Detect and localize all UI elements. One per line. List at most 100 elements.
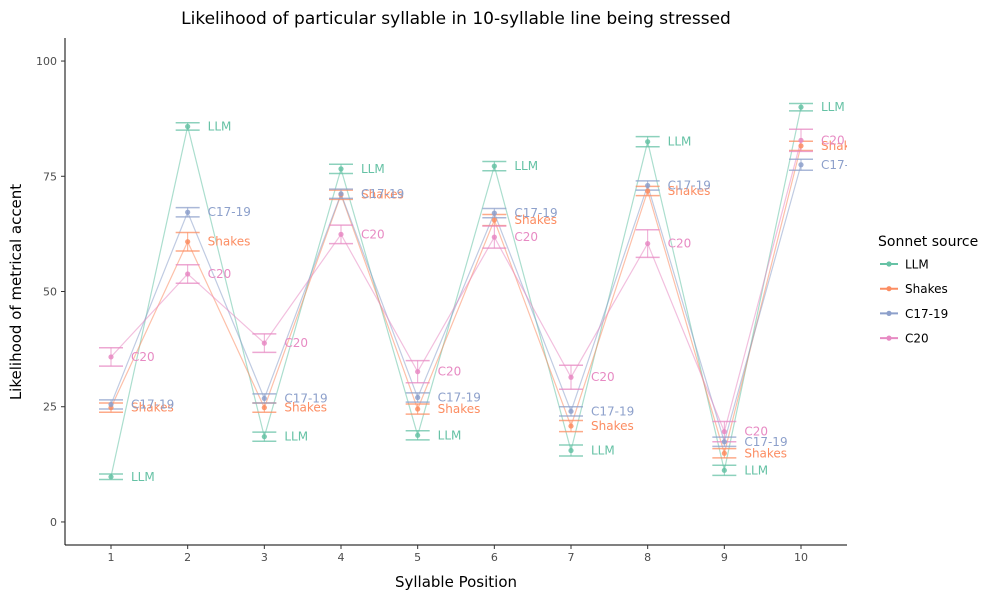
point-label-shakes: Shakes bbox=[821, 139, 864, 153]
x-tick-label: 8 bbox=[644, 551, 651, 564]
point-label-llm: LLM bbox=[361, 162, 385, 176]
point-label-c17-19: C17-19 bbox=[591, 404, 634, 418]
point-label-llm: LLM bbox=[591, 444, 615, 458]
data-point-llm bbox=[568, 447, 574, 454]
data-point-c17-19 bbox=[338, 191, 344, 197]
data-point-c17-19 bbox=[645, 182, 651, 189]
point-label-llm: LLM bbox=[744, 463, 768, 477]
point-label-c20: C20 bbox=[591, 370, 615, 384]
point-label-llm: LLM bbox=[131, 470, 155, 484]
series-points bbox=[108, 104, 804, 480]
point-label-shakes: Shakes bbox=[131, 401, 174, 415]
x-tick-label: 1 bbox=[108, 551, 115, 564]
data-point-llm bbox=[721, 467, 727, 473]
x-tick-label: 4 bbox=[338, 551, 345, 564]
point-label-c17-19: C17-19 bbox=[284, 391, 327, 405]
data-point-c17-19 bbox=[798, 162, 804, 168]
plot-clip-group: LLM LLM LLM LLM LLM LLM LLM LLM LLM LLM Shakes Shak… bbox=[99, 100, 864, 484]
point-label-c17-19: C17-19 bbox=[208, 205, 251, 219]
point-label-shakes: Shakes bbox=[514, 213, 557, 227]
point-label-c17-19: C17-19 bbox=[131, 397, 174, 411]
legend-marker-llm bbox=[886, 261, 892, 267]
point-label-llm: LLM bbox=[514, 159, 538, 173]
data-point-c20 bbox=[338, 231, 344, 237]
point-label-c20: C20 bbox=[668, 237, 692, 251]
data-point-c20 bbox=[568, 374, 574, 380]
x-tick-label: 10 bbox=[794, 551, 808, 564]
series-line-shakes bbox=[110, 145, 802, 456]
legend-marker-shakes bbox=[886, 286, 892, 292]
data-point-c20 bbox=[645, 240, 651, 247]
data-point-llm bbox=[645, 139, 651, 145]
legend-label-c17-19: C17-19 bbox=[905, 307, 948, 321]
point-label-c17-19: C17-19 bbox=[668, 178, 711, 192]
data-point-shakes bbox=[645, 188, 651, 194]
point-label-c17-19: C17-19 bbox=[744, 435, 787, 449]
data-point-llm bbox=[491, 163, 497, 169]
data-point-shakes bbox=[491, 217, 497, 223]
y-tick-label: 100 bbox=[36, 55, 57, 68]
y-axis-title: Likelihood of metrical accent bbox=[7, 184, 25, 400]
data-point-llm bbox=[798, 104, 804, 110]
point-label-c20: C20 bbox=[514, 230, 538, 244]
data-point-shakes bbox=[798, 143, 804, 149]
data-point-c17-19 bbox=[185, 209, 191, 215]
point-label-llm: LLM bbox=[668, 135, 692, 149]
point-label-llm: LLM bbox=[284, 430, 308, 444]
legend-marker-c17-19 bbox=[886, 310, 892, 316]
data-point-c17-19 bbox=[108, 401, 114, 408]
y-tick-label: 25 bbox=[43, 401, 57, 414]
y-tick-label: 50 bbox=[43, 286, 57, 299]
data-point-shakes bbox=[568, 423, 574, 429]
error-bars bbox=[99, 102, 813, 481]
point-label-shakes: Shakes bbox=[361, 188, 404, 202]
x-tick-label: 7 bbox=[568, 551, 575, 564]
point-label-c20: C20 bbox=[438, 365, 462, 379]
x-tick-label: 9 bbox=[721, 551, 728, 564]
legend-item-shakes: Shakes bbox=[880, 282, 948, 296]
legend-item-c17-19: C17-19 bbox=[880, 307, 948, 321]
legend-label-llm: LLM bbox=[905, 258, 929, 272]
data-point-c20 bbox=[798, 137, 804, 143]
point-label-c20: C20 bbox=[208, 267, 232, 281]
legend-title: Sonnet source bbox=[878, 234, 978, 250]
data-point-llm bbox=[108, 474, 114, 480]
legend-item-llm: LLM bbox=[880, 258, 929, 272]
point-label-c17-19: C17-19 bbox=[361, 187, 404, 201]
point-label-shakes: Shakes bbox=[591, 419, 634, 433]
point-label-shakes: Shakes bbox=[284, 401, 327, 415]
legend-item-c20: C20 bbox=[880, 332, 929, 346]
point-label-shakes: Shakes bbox=[744, 446, 787, 460]
data-point-shakes bbox=[415, 406, 421, 412]
point-labels: LLM LLM LLM LLM LLM LLM LLM LLM LLM LLM Shakes Shak… bbox=[131, 100, 864, 484]
data-point-c20 bbox=[261, 340, 267, 346]
y-tick-label: 75 bbox=[43, 170, 57, 183]
point-label-c20: C20 bbox=[361, 227, 385, 241]
series-lines bbox=[110, 107, 802, 477]
data-point-c17-19 bbox=[261, 395, 267, 402]
x-tick-label: 2 bbox=[184, 551, 191, 564]
data-point-llm bbox=[185, 123, 191, 130]
point-label-llm: LLM bbox=[438, 428, 462, 442]
data-point-c20 bbox=[491, 234, 497, 240]
point-label-c20: C20 bbox=[744, 425, 768, 439]
data-point-c20 bbox=[415, 369, 421, 375]
data-point-c17-19 bbox=[568, 408, 574, 414]
data-point-shakes bbox=[261, 405, 267, 411]
data-point-shakes bbox=[185, 239, 191, 245]
point-label-llm: LLM bbox=[208, 119, 232, 133]
point-label-shakes: Shakes bbox=[668, 184, 711, 198]
legend-label-shakes: Shakes bbox=[905, 282, 948, 296]
plot-area: LLM LLM LLM LLM LLM LLM LLM LLM LLM LLM Shakes Shak… bbox=[99, 100, 864, 484]
data-point-c20 bbox=[108, 354, 114, 360]
point-label-shakes: Shakes bbox=[208, 235, 251, 249]
point-label-llm: LLM bbox=[821, 100, 845, 114]
data-point-c17-19 bbox=[721, 439, 727, 445]
point-label-c20: C20 bbox=[284, 336, 308, 350]
data-point-c20 bbox=[185, 271, 191, 277]
data-point-c17-19 bbox=[415, 394, 421, 401]
legend: Sonnet source LLM Shakes C17-19 C20 bbox=[878, 234, 978, 346]
